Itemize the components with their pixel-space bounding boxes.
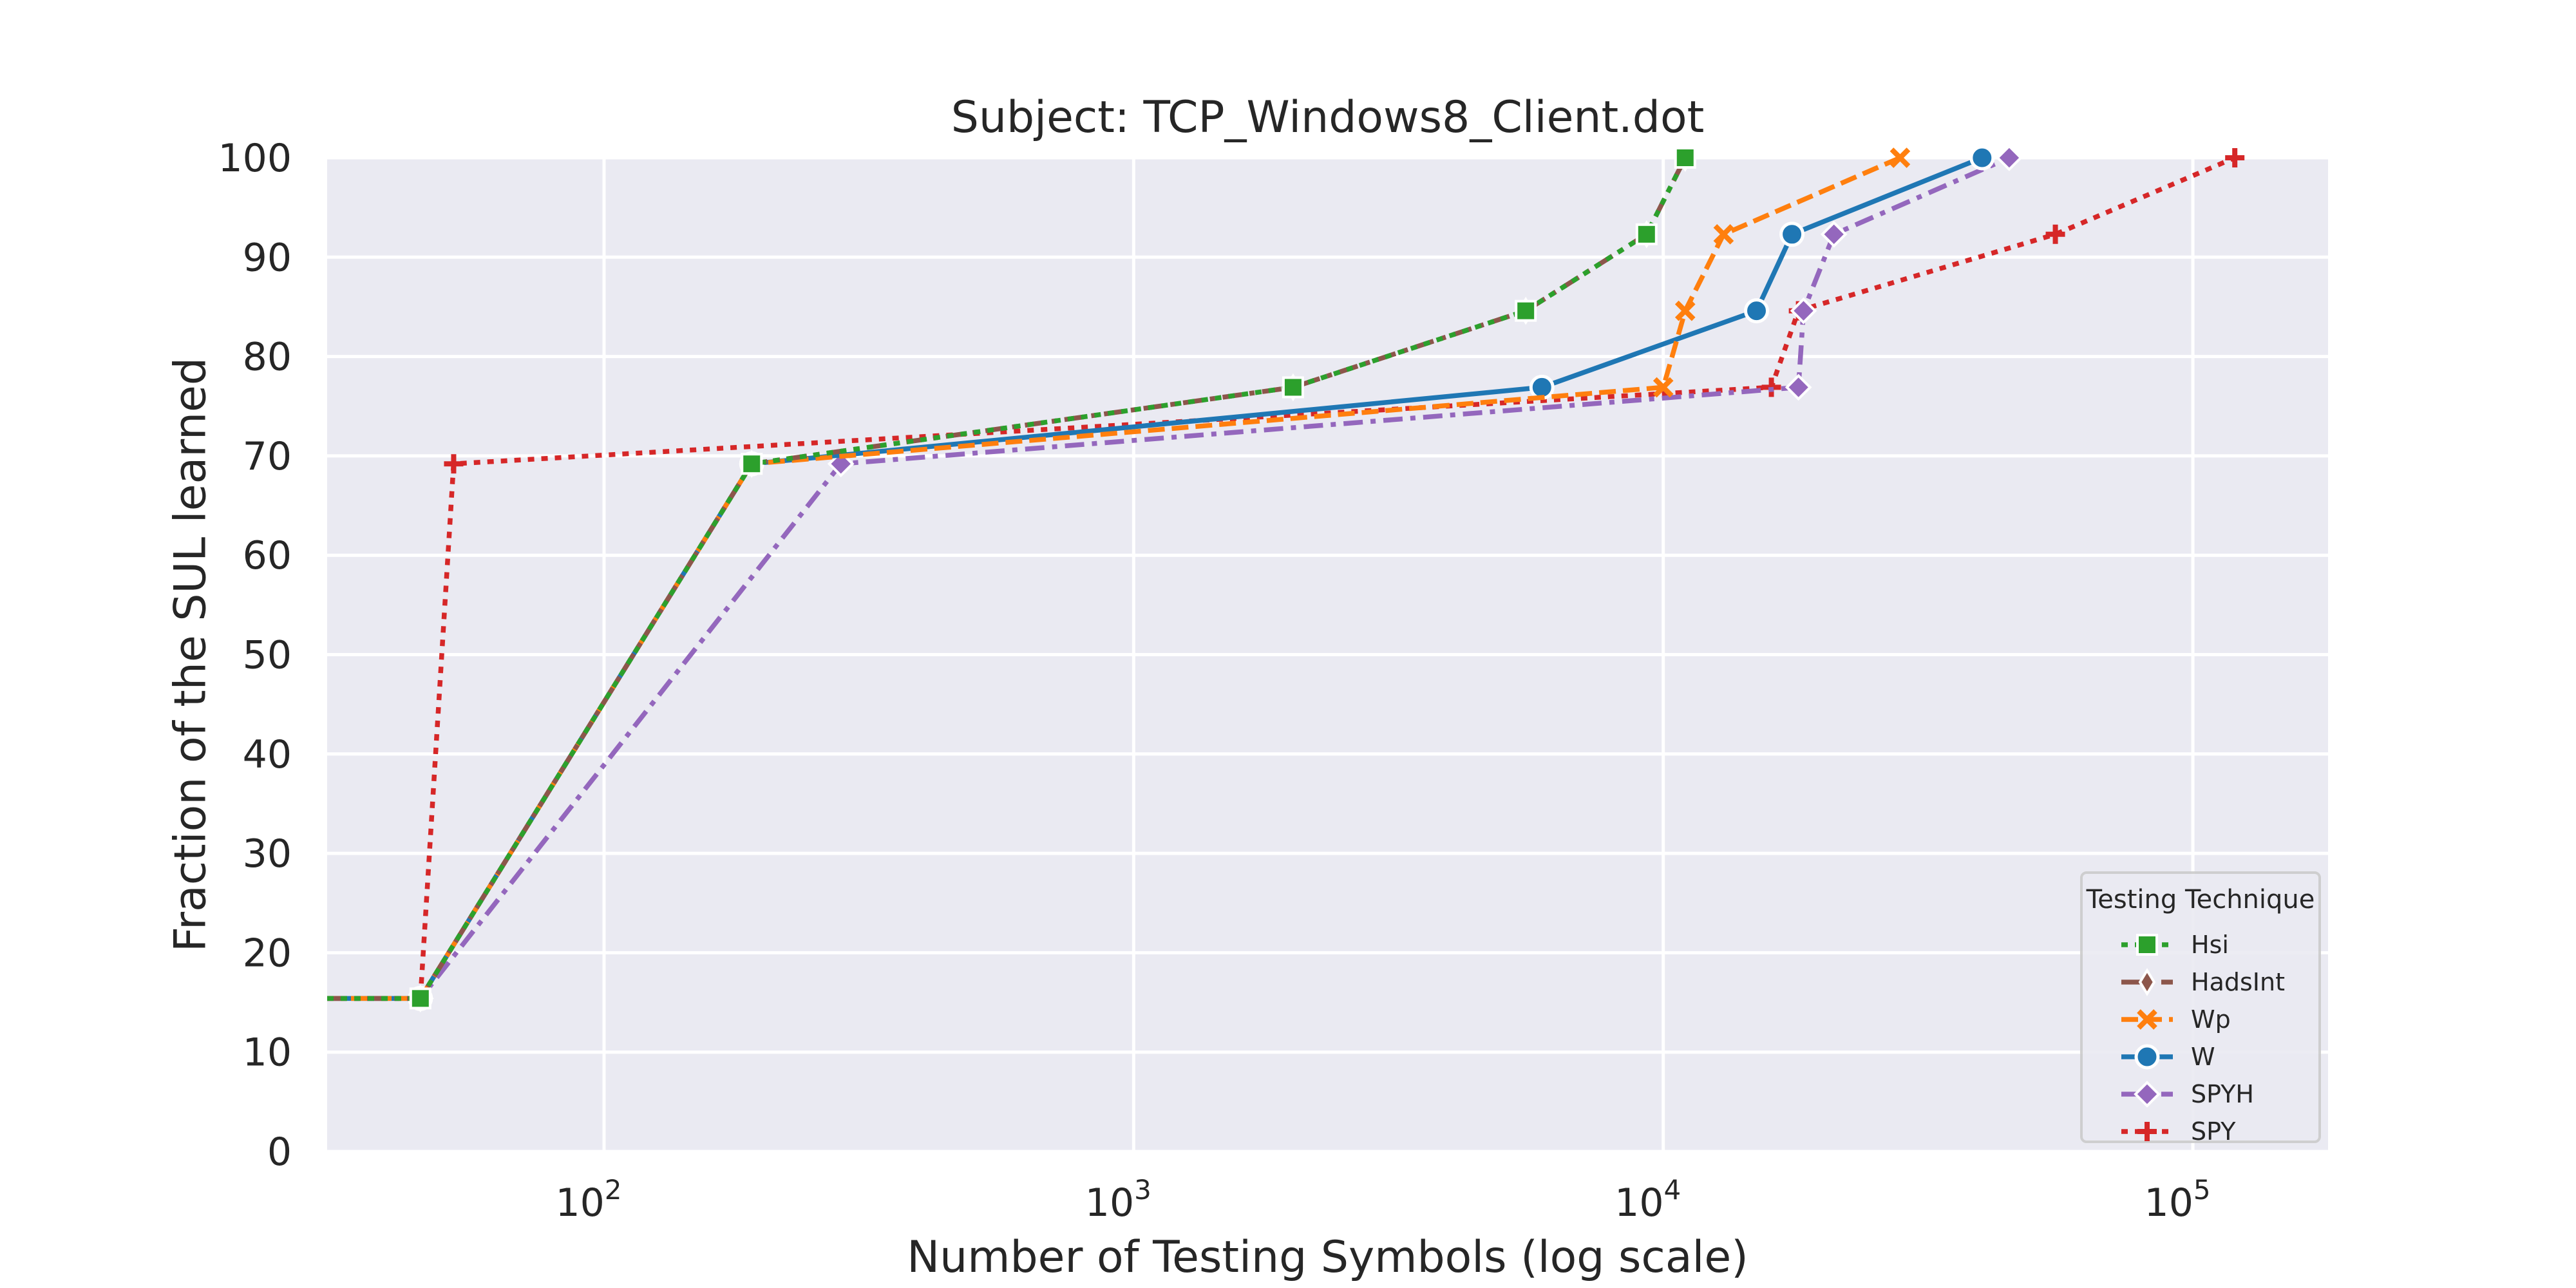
x-tick-label: 103: [1085, 1174, 1151, 1226]
y-tick-label: 40: [243, 732, 292, 777]
data-point-w: [1529, 374, 1555, 400]
legend-label: SPYH: [2191, 1080, 2254, 1108]
data-point-spyh: [1820, 220, 1848, 248]
data-point-spy: [444, 454, 464, 474]
chart-title: Subject: TCP_Windows8_Client.dot: [951, 92, 1704, 143]
data-point-hsi: [1674, 147, 1696, 169]
y-tick-label: 80: [243, 335, 292, 380]
y-tick-label: 30: [243, 831, 292, 876]
data-point-wp: [1653, 377, 1674, 398]
x-tick-label: 104: [1615, 1174, 1681, 1226]
legend-swatch-marker: [2134, 1044, 2160, 1070]
legend-items: Hsi HadsInt Wp W SPYH SPY: [2121, 931, 2285, 1146]
legend-label: Hsi: [2191, 931, 2229, 959]
data-point-wp: [1674, 300, 1696, 321]
legend-swatch-marker: [2138, 968, 2156, 996]
legend-label: HadsInt: [2191, 968, 2285, 996]
legend-item-spy: SPY: [2121, 1117, 2236, 1146]
data-point-hsi: [741, 453, 763, 475]
legend-item-w: W: [2121, 1043, 2215, 1071]
legend-item-wp: Wp: [2121, 1005, 2231, 1034]
y-tick-label: 70: [243, 434, 292, 479]
x-axis-title: Number of Testing Symbols (log scale): [907, 1232, 1748, 1283]
data-point-spyh: [1996, 144, 2023, 171]
legend: Testing Technique Hsi HadsInt Wp W SPYH SPY: [2080, 871, 2321, 1146]
y-axis-title: Fraction of the SUL learned: [166, 357, 216, 952]
data-point-hsi: [409, 987, 431, 1010]
x-tick-label: 102: [555, 1174, 621, 1226]
legend-title: Testing Technique: [2086, 885, 2315, 914]
data-point-spy: [2225, 148, 2245, 167]
y-tick-label: 20: [243, 931, 292, 976]
data-point-w: [1744, 298, 1770, 324]
plot-area: [327, 144, 2328, 1153]
legend-label: Wp: [2191, 1005, 2231, 1034]
legend-swatch-marker: [2137, 1122, 2157, 1141]
legend-item-hsi: Hsi: [2121, 931, 2229, 959]
y-tick-label: 50: [243, 633, 292, 678]
legend-label: SPY: [2191, 1117, 2236, 1146]
data-point-spy: [2045, 224, 2065, 244]
data-point-spyh: [1785, 374, 1812, 401]
y-tick-label: 100: [218, 136, 292, 181]
data-point-w: [1779, 222, 1805, 247]
data-point-hsi: [1635, 223, 1658, 245]
legend-swatch-marker: [2137, 1009, 2157, 1030]
data-point-wp: [1713, 223, 1734, 245]
x-tick-label: 105: [2145, 1174, 2211, 1226]
data-point-w: [1969, 145, 1995, 171]
legend-swatch-marker: [2134, 1081, 2161, 1108]
y-tick-label: 60: [243, 533, 292, 578]
y-tick-label: 90: [243, 235, 292, 280]
legend-item-hadsint: HadsInt: [2121, 968, 2285, 996]
legend-item-spyh: SPYH: [2121, 1080, 2254, 1108]
legend-swatch-marker: [2136, 934, 2158, 956]
data-point-hsi: [1515, 299, 1537, 322]
data-point-spyh: [1790, 297, 1817, 325]
data-point-wp: [1889, 147, 1911, 168]
y-tick-label: 10: [243, 1030, 292, 1075]
legend-label: W: [2191, 1043, 2215, 1071]
data-point-hsi: [1282, 376, 1304, 399]
series-hsi: [327, 147, 1696, 1010]
y-tick-label: 0: [267, 1130, 292, 1175]
